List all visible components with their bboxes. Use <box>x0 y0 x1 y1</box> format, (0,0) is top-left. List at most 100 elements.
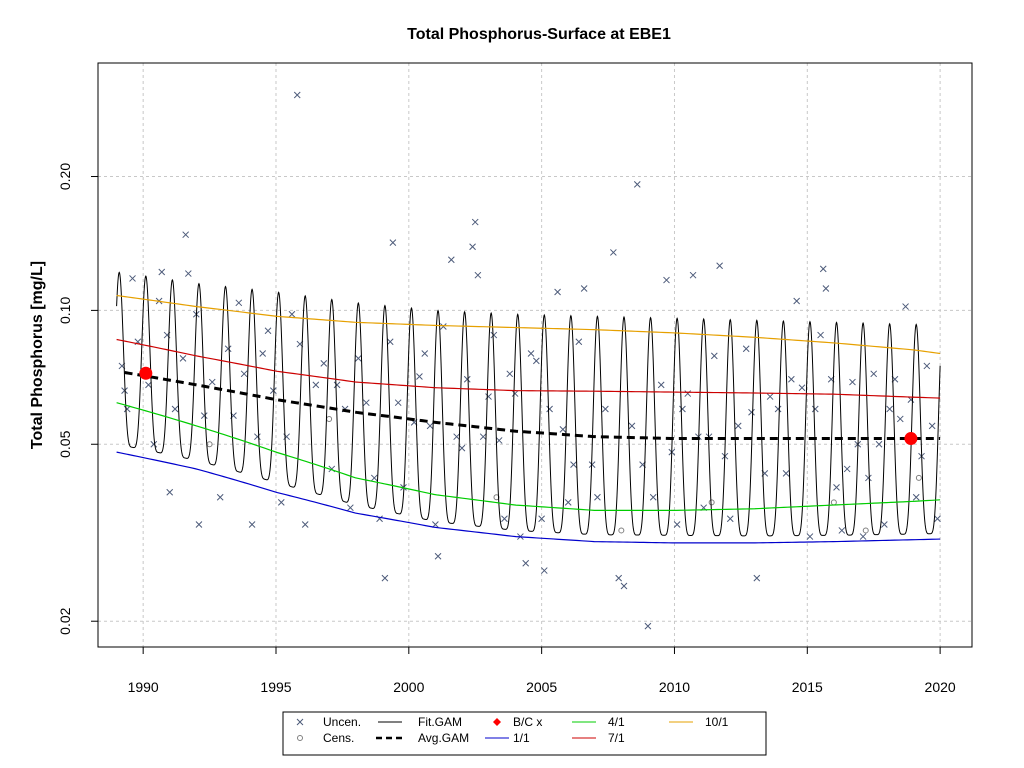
legend-item-b-c-x: B/C x <box>493 715 542 729</box>
uncensored-point <box>129 275 136 282</box>
uncensored-point <box>798 384 806 392</box>
censored-point <box>708 499 715 506</box>
uncensored-point <box>663 276 670 284</box>
uncensored-point <box>474 271 482 279</box>
legend-item-10-1: 10/1 <box>669 715 729 729</box>
uncensored-point <box>554 288 561 296</box>
x-tick-label: 2000 <box>393 679 424 695</box>
uncensored-point <box>817 331 824 339</box>
uncensored-point <box>532 357 540 365</box>
uncensored-point <box>594 493 601 501</box>
x-tick-label: 1990 <box>128 679 159 695</box>
uncensored-point <box>838 527 846 534</box>
uncensored-point <box>394 399 402 407</box>
uncensored-point <box>540 567 548 574</box>
uncensored-point <box>710 352 718 360</box>
series-line-7-1 <box>116 338 941 399</box>
uncensored-point <box>506 370 514 378</box>
uncensored-point <box>657 381 665 389</box>
uncensored-point <box>501 515 508 523</box>
legend-symbol-x <box>296 718 304 726</box>
uncensored-point <box>886 405 894 413</box>
uncensored-point <box>564 499 572 506</box>
uncensored-point <box>166 488 174 496</box>
uncensored-point <box>195 521 203 528</box>
uncensored-point <box>766 393 774 400</box>
uncensored-point <box>471 218 479 226</box>
uncensored-point <box>434 552 442 560</box>
uncensored-point <box>546 405 553 413</box>
uncensored-point <box>495 437 503 444</box>
uncensored-point <box>865 474 872 482</box>
legend-label: 7/1 <box>608 731 625 745</box>
uncensored-point <box>912 493 920 501</box>
uncensored-point <box>679 405 686 413</box>
legend-label: 10/1 <box>705 715 729 729</box>
uncensored-point <box>673 521 681 528</box>
uncensored-point <box>511 390 519 397</box>
uncensored-point <box>354 355 362 362</box>
uncensored-point <box>333 381 341 389</box>
legend-box <box>282 711 767 756</box>
legend: Uncen. Cens. Fit.GAM Avg.GAM B/C x 1/1 4/1 7/1 1… <box>282 711 767 756</box>
plot-frame <box>97 62 973 648</box>
uncensored-point <box>615 574 623 582</box>
uncensored-point <box>224 345 232 353</box>
x-tick-label: 1995 <box>260 679 291 695</box>
uncensored-point <box>774 405 782 413</box>
uncensored-point <box>150 440 158 448</box>
uncensored-point <box>179 355 187 362</box>
uncensored-point <box>469 243 476 251</box>
uncensored-point <box>248 521 256 528</box>
legend-label: 4/1 <box>608 715 625 729</box>
legend-item-fit-gam: Fit.GAM <box>378 715 462 729</box>
uncensored-point <box>320 360 328 367</box>
x-tick-label: 2020 <box>925 679 956 695</box>
uncensored-point <box>277 499 285 506</box>
uncensored-point <box>902 303 909 310</box>
series-line-10-1 <box>116 294 941 355</box>
uncensored-point <box>684 390 692 397</box>
y-tick-label: 0.20 <box>57 163 73 190</box>
uncensored-point <box>570 461 577 468</box>
grid <box>98 63 972 647</box>
uncensored-point <box>833 483 840 491</box>
uncensored-point <box>182 231 190 239</box>
uncensored-point <box>716 262 723 270</box>
bc-point <box>139 366 153 380</box>
uncensored-point <box>426 422 434 430</box>
axes: 1990 1995 2000 2005 2010 2015 2020 0.02 0.05 0.10… <box>57 163 956 695</box>
legend-item-avg-gam: Avg.GAM <box>376 731 469 745</box>
censored-point <box>862 527 869 534</box>
chart-title: Total Phosphorus-Surface at EBE1 <box>407 26 671 43</box>
uncensored-point <box>811 405 819 413</box>
uncensored-point <box>235 299 243 307</box>
uncensored-point <box>870 370 878 378</box>
uncensored-point <box>479 433 487 441</box>
uncensored-point <box>421 350 429 357</box>
y-tick-label: 0.05 <box>57 430 73 457</box>
legend-label: 1/1 <box>513 731 530 745</box>
legend-symbol-diamond <box>493 718 501 726</box>
uncensored-point <box>644 622 652 630</box>
legend-label: B/C x <box>513 715 542 729</box>
uncensored-point <box>490 331 498 339</box>
uncensored-point <box>806 533 814 540</box>
legend-item-4-1: 4/1 <box>572 715 625 729</box>
uncensored-point <box>575 338 583 346</box>
uncensored-point <box>522 559 530 567</box>
uncensored-point <box>588 461 596 468</box>
uncensored-point <box>463 375 471 383</box>
y-tick-label: 0.10 <box>57 297 73 324</box>
uncensored-point <box>389 239 397 247</box>
x-tick-label: 2015 <box>792 679 823 695</box>
uncensored-point <box>240 370 248 378</box>
plot-data <box>116 91 941 630</box>
uncensored-point <box>123 405 131 413</box>
uncensored-point <box>527 350 535 357</box>
uncensored-point <box>649 493 657 501</box>
uncensored-point <box>362 399 370 407</box>
uncensored-point <box>254 433 261 441</box>
uncensored-point <box>145 381 152 389</box>
uncensored-point <box>742 345 750 353</box>
